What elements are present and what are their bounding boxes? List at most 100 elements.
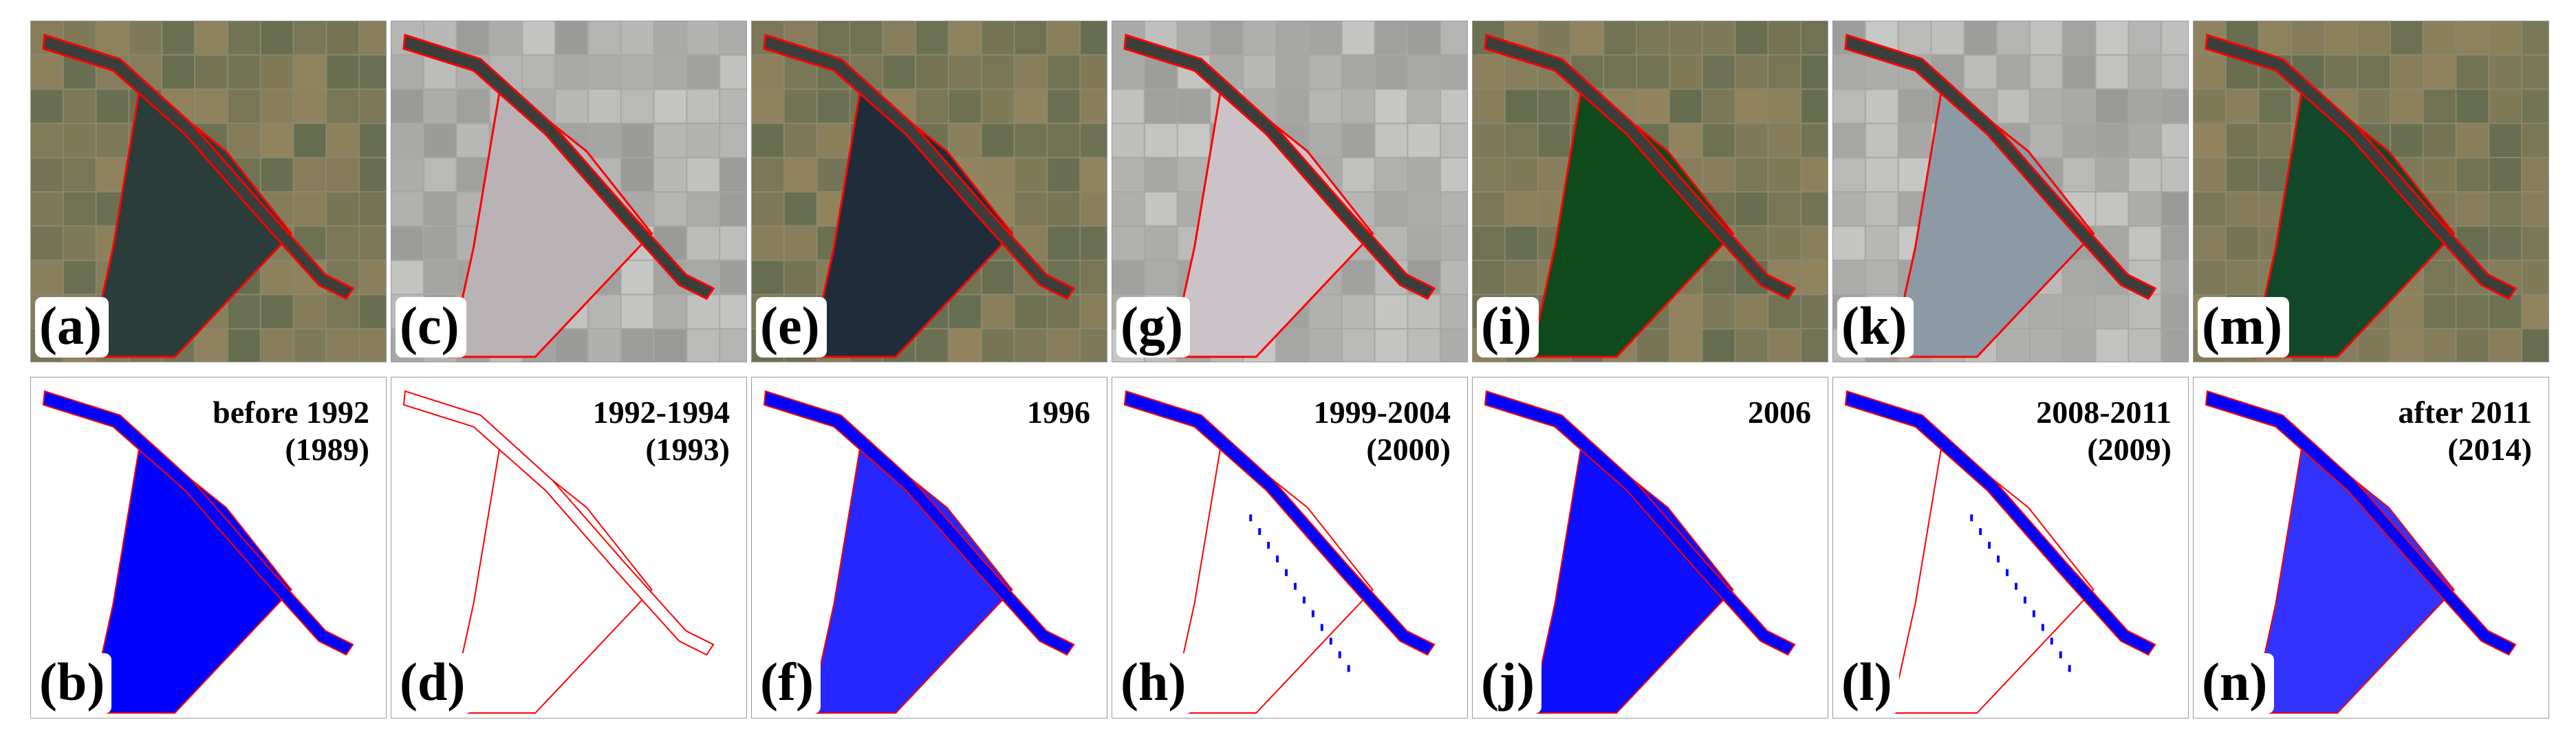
field-patch: [2423, 21, 2456, 54]
field-patch: [1309, 329, 1341, 362]
field-patch: [2194, 55, 2225, 89]
field-patch: [2096, 124, 2128, 157]
field-patch: [424, 192, 456, 226]
field-patch: [2489, 158, 2522, 192]
satellite-panel: (g): [1112, 21, 1468, 362]
field-patch: [1112, 55, 1144, 89]
water-speck: [1338, 651, 1341, 659]
field-patch: [2522, 329, 2548, 362]
period-caption: 1996: [1027, 394, 1090, 431]
field-patch: [2030, 124, 2062, 157]
field-patch: [129, 21, 162, 54]
lake-area: [1890, 80, 2095, 358]
field-patch: [687, 226, 719, 260]
canal-water-extent: [1844, 390, 2156, 656]
lake-area: [87, 80, 293, 358]
field-patch: [1702, 89, 1735, 123]
field-patch: [1408, 192, 1440, 226]
panel-label: (b): [35, 653, 112, 714]
field-patch: [2390, 124, 2423, 157]
field-patch: [2162, 295, 2188, 329]
field-patch: [1801, 295, 1828, 329]
field-patch: [2489, 21, 2522, 54]
field-patch: [1801, 21, 1828, 54]
field-patch: [2489, 226, 2522, 260]
canal: [1844, 33, 2157, 300]
field-patch: [31, 89, 63, 123]
field-patch: [916, 329, 948, 362]
lake-area: [808, 80, 1014, 358]
field-patch: [1015, 158, 1047, 192]
field-patch: [621, 295, 653, 329]
field-patch: [1735, 295, 1768, 329]
field-patch: [1145, 261, 1177, 294]
field-patch: [1408, 89, 1440, 123]
field-patch: [1833, 261, 1865, 294]
field-patch: [1669, 21, 1702, 54]
field-patch: [1277, 89, 1308, 123]
field-patch: [1998, 329, 2029, 362]
field-patch: [1375, 124, 1407, 157]
water-speck: [1979, 528, 1982, 536]
canal-water-extent: [402, 390, 715, 656]
field-patch: [2194, 226, 2225, 260]
panel-label: (d): [396, 653, 473, 714]
field-patch: [1408, 158, 1440, 192]
field-patch: [2489, 124, 2522, 157]
field-patch: [2030, 89, 2062, 123]
field-patch: [360, 89, 386, 123]
period-caption: before 1992 (1989): [213, 394, 369, 468]
field-patch: [1898, 124, 1931, 157]
field-patch: [1735, 329, 1768, 362]
field-patch: [2063, 329, 2095, 362]
field-patch: [2489, 295, 2522, 329]
field-patch: [1865, 124, 1898, 157]
satellite-panel: (m): [2193, 21, 2549, 362]
lake-area: [2250, 80, 2456, 358]
field-patch: [1112, 192, 1144, 226]
field-patch: [2194, 192, 2225, 226]
field-patch: [752, 226, 783, 260]
field-patch: [2456, 21, 2489, 54]
water-map-panel: before 1992 (1989) (b): [30, 377, 387, 718]
field-patch: [2456, 158, 2489, 192]
field-patch: [1801, 89, 1828, 123]
field-patch: [1309, 295, 1341, 329]
field-patch: [1768, 89, 1801, 123]
field-patch: [63, 124, 96, 157]
field-patch: [1408, 226, 1440, 260]
field-patch: [195, 89, 227, 123]
field-patch: [360, 55, 386, 89]
field-patch: [654, 124, 686, 157]
field-patch: [1441, 55, 1467, 89]
field-patch: [1473, 158, 1504, 192]
field-patch: [2063, 261, 2095, 294]
field-patch: [621, 89, 653, 123]
field-patch: [2063, 55, 2095, 89]
field-patch: [1375, 192, 1407, 226]
panel-label: (e): [756, 297, 827, 358]
field-patch: [1015, 329, 1047, 362]
field-patch: [556, 89, 587, 123]
field-patch: [1145, 192, 1177, 226]
field-patch: [2226, 261, 2258, 294]
field-patch: [2129, 89, 2161, 123]
field-patch: [391, 124, 423, 157]
field-patch: [1112, 261, 1144, 294]
panel-label: (g): [1116, 297, 1190, 358]
field-patch: [1473, 226, 1504, 260]
field-patch: [850, 21, 883, 54]
field-patch: [654, 329, 686, 362]
field-patch: [2162, 124, 2188, 157]
period-range: 1999-2004: [1313, 395, 1451, 430]
field-patch: [1735, 55, 1768, 89]
field-patch: [2162, 226, 2188, 260]
field-patch: [2489, 55, 2522, 89]
field-patch: [817, 124, 849, 157]
field-patch: [1702, 329, 1735, 362]
representative-year: (2000): [1366, 432, 1451, 467]
field-patch: [1473, 89, 1504, 123]
field-patch: [31, 192, 63, 226]
period-caption: 2006: [1748, 394, 1811, 431]
